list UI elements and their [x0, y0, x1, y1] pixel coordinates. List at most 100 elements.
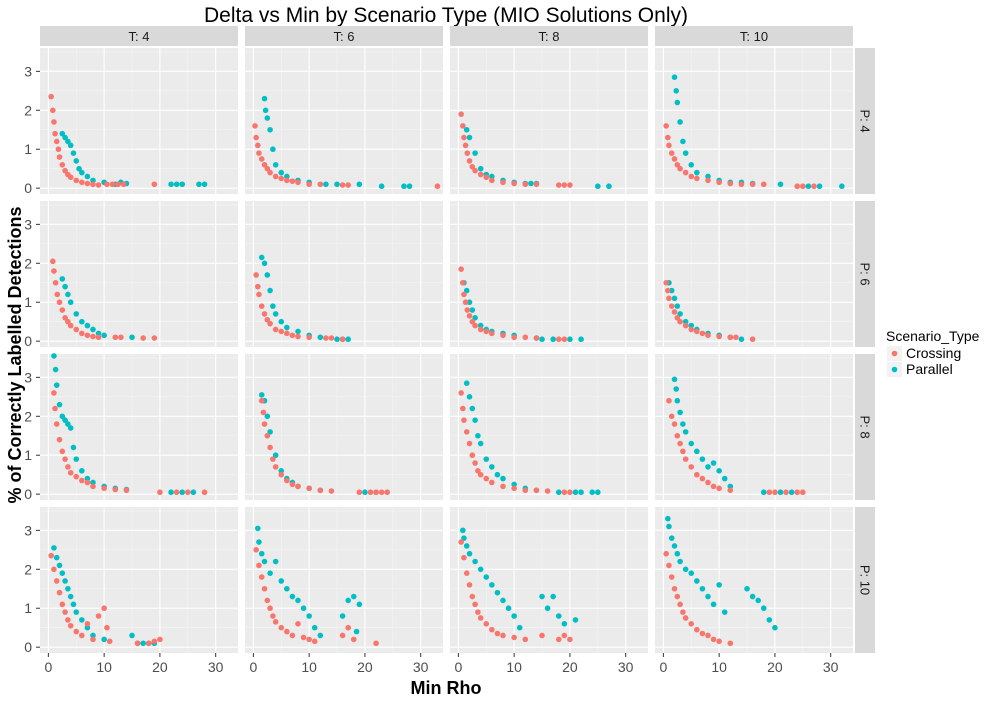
data-point-crossing: [469, 452, 476, 459]
data-point-parallel: [356, 601, 363, 608]
data-point-parallel: [90, 177, 96, 184]
data-point-crossing: [705, 177, 711, 184]
data-point-parallel: [460, 527, 466, 534]
data-point-parallel: [317, 334, 324, 341]
y-tick-label: 0: [24, 180, 32, 196]
data-point-parallel: [264, 115, 271, 121]
data-point-crossing: [345, 182, 351, 188]
data-point-parallel: [472, 417, 478, 423]
data-point-parallel: [572, 489, 579, 496]
data-point-crossing: [699, 630, 706, 637]
data-point-parallel: [555, 489, 562, 496]
data-point-parallel: [65, 585, 71, 592]
data-point-parallel: [511, 613, 517, 619]
data-point-crossing: [671, 156, 678, 162]
y-tick-label: 1: [24, 447, 32, 463]
data-point-crossing: [311, 638, 318, 645]
data-point-crossing: [123, 487, 130, 494]
x-tick-label: 30: [208, 659, 224, 675]
data-point-crossing: [716, 179, 722, 186]
data-point-crossing: [278, 328, 285, 335]
data-point-parallel: [129, 334, 135, 341]
facet-points: [458, 266, 584, 343]
data-point-crossing: [710, 483, 717, 490]
data-point-crossing: [688, 326, 695, 333]
data-point-crossing: [533, 335, 540, 341]
data-point-crossing: [53, 578, 60, 584]
facet-strip-col-label: T: 8: [539, 29, 560, 44]
data-point-crossing: [522, 636, 529, 643]
data-point-parallel: [311, 624, 318, 631]
facet-points: [253, 525, 379, 647]
data-point-crossing: [55, 146, 62, 153]
data-point-parallel: [267, 570, 273, 576]
data-point-parallel: [90, 479, 96, 486]
data-point-crossing: [716, 485, 722, 492]
data-point-crossing: [699, 475, 706, 482]
data-point-parallel: [196, 181, 202, 188]
data-point-crossing: [339, 632, 346, 639]
y-tick-label: 3: [24, 216, 32, 232]
data-point-parallel: [595, 183, 601, 190]
data-point-parallel: [278, 578, 285, 584]
data-point-parallel: [317, 632, 324, 639]
data-point-crossing: [90, 181, 96, 188]
data-point-crossing: [477, 615, 484, 621]
data-point-parallel: [477, 440, 484, 447]
data-point-crossing: [306, 334, 312, 341]
data-point-crossing: [255, 283, 261, 290]
data-point-crossing: [52, 279, 59, 286]
data-point-crossing: [511, 634, 517, 641]
data-point-parallel: [62, 134, 68, 141]
data-point-parallel: [289, 593, 296, 600]
data-point-parallel: [705, 173, 711, 180]
facet-panel: [245, 201, 443, 347]
data-point-parallel: [668, 287, 675, 294]
data-point-crossing: [460, 123, 466, 129]
data-point-crossing: [367, 489, 374, 496]
y-tick-label: 1: [24, 141, 32, 157]
data-point-crossing: [677, 165, 683, 172]
data-point-parallel: [79, 468, 85, 474]
x-axis-label: Min Rho: [411, 678, 482, 698]
data-point-crossing: [466, 158, 473, 164]
data-point-crossing: [463, 429, 470, 435]
data-point-crossing: [694, 626, 700, 633]
facet-points: [458, 111, 612, 190]
data-point-crossing: [694, 471, 700, 478]
data-point-crossing: [267, 169, 273, 176]
data-point-parallel: [362, 489, 368, 496]
data-point-parallel: [67, 299, 74, 306]
data-point-parallel: [688, 162, 695, 168]
y-tick-label: 1: [24, 600, 32, 616]
data-point-crossing: [533, 181, 540, 188]
facet-panel: [450, 507, 648, 653]
x-tick-label: 20: [562, 659, 578, 675]
x-tick-label: 20: [767, 659, 783, 675]
data-point-crossing: [567, 489, 573, 496]
data-point-crossing: [666, 562, 672, 569]
data-point-crossing: [95, 613, 102, 619]
facet-points: [663, 279, 756, 343]
data-point-crossing: [489, 626, 495, 633]
data-point-crossing: [472, 460, 478, 466]
facet-panel: [40, 48, 238, 194]
data-point-crossing: [56, 154, 63, 160]
data-point-parallel: [688, 440, 695, 447]
data-point-parallel: [84, 322, 91, 329]
facet-panel: [655, 354, 853, 500]
data-point-parallel: [699, 585, 706, 592]
data-point-parallel: [59, 413, 66, 420]
data-point-crossing: [663, 123, 669, 129]
data-point-crossing: [674, 593, 681, 600]
data-point-parallel: [255, 525, 261, 532]
data-point-crossing: [295, 179, 301, 186]
data-point-parallel: [469, 405, 476, 412]
data-point-crossing: [373, 489, 379, 496]
data-point-parallel: [550, 593, 556, 600]
data-point-parallel: [665, 515, 671, 522]
data-point-parallel: [816, 183, 823, 190]
data-point-crossing: [264, 597, 271, 604]
